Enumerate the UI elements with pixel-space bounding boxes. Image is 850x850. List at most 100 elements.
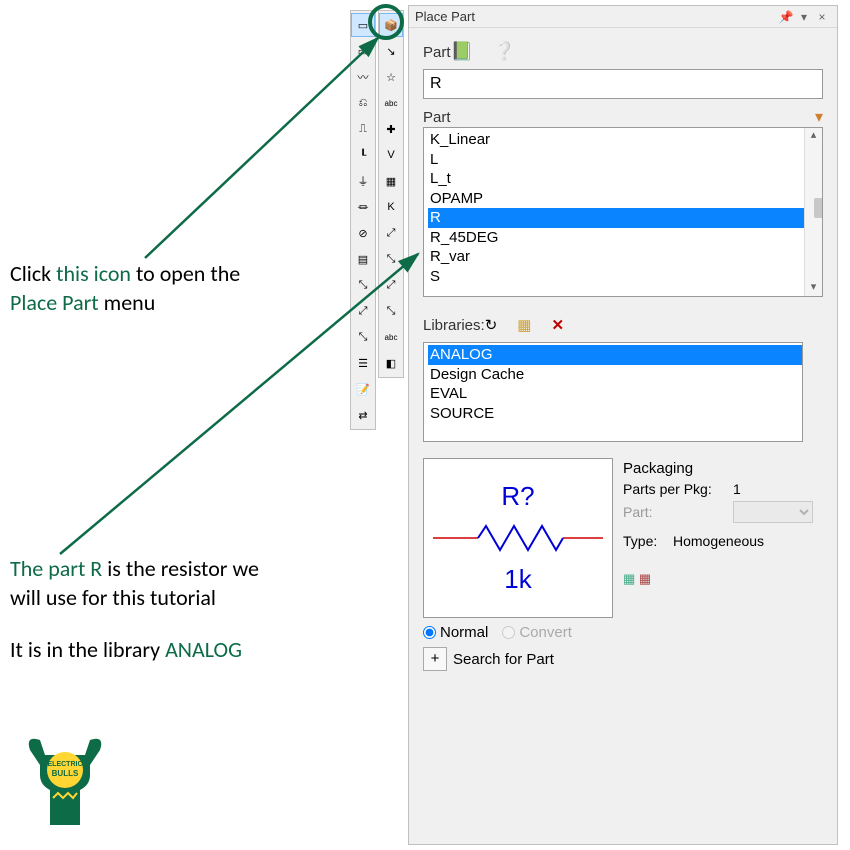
vss-icon[interactable]: V [379, 143, 403, 167]
library-item-eval[interactable]: EVAL [428, 384, 802, 404]
part-item-l_t[interactable]: L_t [428, 169, 804, 189]
place-part-panel: Place Part 📌 ▾ × Part 📗 ❔ Part ▾ K_Linea… [408, 5, 838, 845]
expand-search-button[interactable]: + [423, 647, 447, 671]
part-item-r_var[interactable]: R_var [428, 247, 804, 267]
part-dropdown-label: Part: [623, 504, 733, 520]
part-icon[interactable]: ▭ [351, 39, 375, 63]
plus-icon[interactable]: ✚ [379, 117, 403, 141]
radio-normal-input[interactable] [423, 626, 436, 639]
ptr-icon[interactable]: ⤡ [351, 273, 375, 297]
filter-icon[interactable]: ▾ [815, 107, 823, 127]
sel1-icon[interactable]: ⤢ [351, 299, 375, 323]
panel-titlebar: Place Part 📌 ▾ × [409, 6, 837, 28]
parts-per-pkg-label: Parts per Pkg: [623, 481, 733, 497]
resistor-symbol-icon [428, 518, 608, 558]
text-icon[interactable]: 📝 [351, 377, 375, 401]
part-item-l[interactable]: L [428, 150, 804, 170]
part-listbox[interactable]: K_LinearLL_tOPAMPRR_45DEGR_varS ▴ ▾ [423, 127, 823, 297]
bus-icon[interactable]: ⎍ [351, 117, 375, 141]
part-item-opamp[interactable]: OPAMP [428, 189, 804, 209]
junction-icon[interactable]: ┖ [351, 143, 375, 167]
misc-icon[interactable]: ◧ [379, 351, 403, 375]
packaging-title: Packaging [623, 460, 823, 477]
ann4: will use for this tutorial [10, 584, 216, 611]
pcb-icon[interactable]: ▦ [623, 571, 635, 586]
preview-value: 1k [504, 564, 531, 595]
ptr5-icon[interactable]: ⤡ [379, 299, 403, 323]
ann2-green: Place Part [10, 289, 99, 316]
ann5-green: ANALOG [165, 636, 242, 663]
abc2-icon[interactable]: abc [379, 325, 403, 349]
annotation-2: The part R is the resistor we will use f… [10, 555, 330, 665]
scroll-down-icon[interactable]: ▾ [805, 280, 822, 296]
gnd-icon[interactable]: ⏚ [351, 169, 375, 193]
sel2-icon[interactable]: ⤡ [351, 325, 375, 349]
k-icon[interactable]: K [379, 195, 403, 219]
abc-icon[interactable]: abc [379, 91, 403, 115]
library-listbox[interactable]: ANALOGDesign CacheEVALSOURCE [423, 342, 803, 442]
electric-bulls-logo: ELECTRIC BULLS [20, 730, 110, 830]
scrollbar[interactable]: ▴ ▾ [804, 128, 822, 296]
off-icon[interactable]: ⊘ [351, 221, 375, 245]
part-label: Part [423, 44, 451, 61]
ann3-post: is the resistor we [102, 555, 259, 582]
ann1-pre: Click [10, 260, 56, 287]
spice-icon[interactable]: ▦ [639, 571, 651, 586]
parts-per-pkg-value: 1 [733, 481, 741, 497]
cursor-icon[interactable]: ▭ [351, 13, 375, 37]
radio-convert-label: Convert [519, 624, 572, 641]
toolbar-column-2: 📦↘☆abc✚V▦K⤢⤡⤢⤡abc◧ [378, 10, 404, 378]
preview-refdes: R? [501, 481, 534, 512]
place-net-icon[interactable]: ☆ [379, 65, 403, 89]
radio-normal-label: Normal [440, 624, 488, 641]
library-item-analog[interactable]: ANALOG [428, 345, 802, 365]
ann2-post: menu [99, 289, 156, 316]
wire-icon[interactable]: 〰 [351, 65, 375, 89]
part-item-r[interactable]: R [428, 208, 804, 228]
part-input[interactable] [423, 69, 823, 99]
ann5-pre: It is in the library [10, 636, 165, 663]
part-dropdown [733, 501, 813, 523]
libraries-label: Libraries: [423, 317, 485, 334]
refresh-icon[interactable]: ↻ [485, 316, 498, 334]
annotation-1: Click this icon to open the Place Part m… [10, 260, 330, 317]
new-lib-icon[interactable]: ▦ [517, 316, 531, 334]
part-item-s[interactable]: S [428, 267, 804, 287]
packaging-section: Packaging Parts per Pkg: 1 Part: Type: H… [623, 458, 823, 587]
search-for-part-label: Search for Part [453, 651, 554, 668]
ptr4-icon[interactable]: ⤢ [379, 273, 403, 297]
radio-convert-input [502, 626, 515, 639]
radio-normal[interactable]: Normal [423, 624, 488, 641]
scroll-up-icon[interactable]: ▴ [805, 128, 822, 144]
part-preview: R? 1k [423, 458, 613, 618]
type-label: Type: [623, 533, 673, 549]
hier-icon[interactable]: ▤ [351, 247, 375, 271]
ptr2-icon[interactable]: ⤢ [379, 221, 403, 245]
ptr3-icon[interactable]: ⤡ [379, 247, 403, 271]
pin-icon[interactable]: 📌 [777, 10, 795, 24]
place-part-icon[interactable]: 📦 [379, 13, 403, 37]
dropdown-icon[interactable]: ▾ [795, 10, 813, 24]
gnd2-icon[interactable]: ▦ [379, 169, 403, 193]
help-icon[interactable]: ❔ [493, 41, 515, 62]
logo-text1: ELECTRIC [48, 761, 83, 768]
remove-lib-icon[interactable]: ✕ [551, 316, 564, 334]
library-item-design-cache[interactable]: Design Cache [428, 365, 802, 385]
panel-title: Place Part [415, 9, 475, 24]
library-item-source[interactable]: SOURCE [428, 404, 802, 424]
type-value: Homogeneous [673, 533, 764, 549]
line-icon[interactable]: ☰ [351, 351, 375, 375]
net-icon[interactable]: ⎌ [351, 91, 375, 115]
pwr-icon[interactable]: ⏛ [351, 195, 375, 219]
add-library-icon[interactable]: 📗 [451, 41, 473, 62]
part-list-label: Part [423, 109, 451, 126]
close-icon[interactable]: × [813, 10, 831, 24]
mirror-icon[interactable]: ⇄ [351, 403, 375, 427]
radio-convert: Convert [502, 624, 572, 641]
ann1-post: to open the [131, 260, 240, 287]
toolbar-column-1: ▭▭〰⎌⎍┖⏚⏛⊘▤⤡⤢⤡☰📝⇄ [350, 10, 376, 430]
arrow-to-icon [145, 38, 378, 258]
place-wire-icon[interactable]: ↘ [379, 39, 403, 63]
part-item-k_linear[interactable]: K_Linear [428, 130, 804, 150]
part-item-r_45deg[interactable]: R_45DEG [428, 228, 804, 248]
